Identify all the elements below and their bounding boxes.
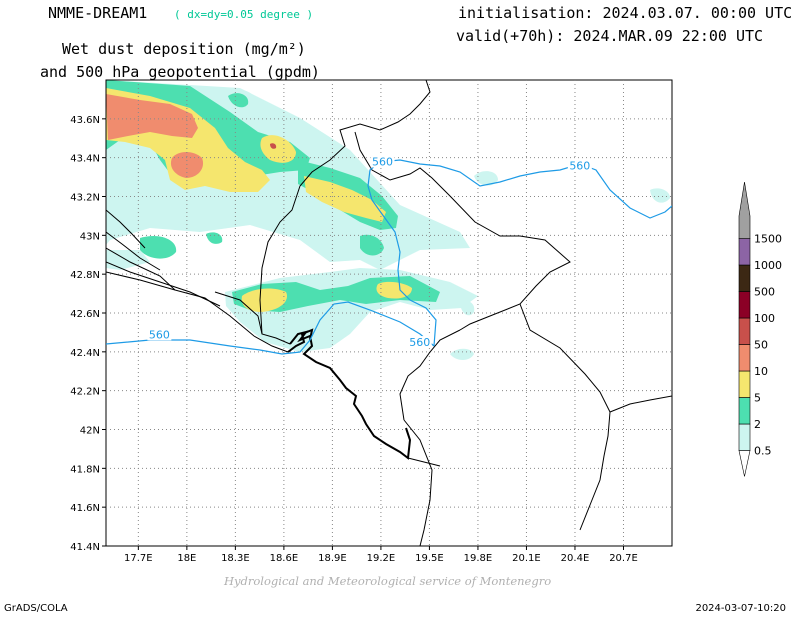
credit-line: Hydrological and Meteorological service … [224, 574, 552, 588]
legend-label: 1000 [754, 259, 782, 272]
lon-tick-label: 19.8E [464, 553, 493, 564]
lon-tick-label: 17.7E [124, 553, 153, 564]
legend-label: 100 [754, 312, 775, 325]
legend-swatch [738, 291, 751, 319]
legend-swatch [738, 344, 751, 372]
lon-tick-label: 18E [177, 553, 196, 564]
lon-tick-label: 18.3E [221, 553, 250, 564]
lat-tick-label: 43.6N [70, 115, 100, 126]
lon-tick-label: 19.2E [367, 553, 396, 564]
lat-tick-label: 43.2N [70, 193, 100, 204]
lon-tick-label: 20.4E [561, 553, 590, 564]
lon-tick-label: 20.7E [609, 553, 638, 564]
contour-label-560: 560 [569, 159, 590, 172]
lat-tick-label: 42.4N [70, 348, 100, 359]
geopotential-contour-560 [106, 159, 672, 355]
lat-tick-label: 43N [80, 231, 100, 242]
legend-arrow-low [738, 450, 751, 477]
lat-tick-label: 43.4N [70, 154, 100, 165]
legend-swatch [738, 317, 751, 345]
model-resolution: ( dx=dy=0.05 degree ) [174, 8, 314, 21]
lat-tick-label: 41.8N [70, 464, 100, 475]
lat-tick-label: 42.6N [70, 309, 100, 320]
lon-tick-label: 18.6E [270, 553, 299, 564]
dust-deposition-field [106, 80, 670, 360]
legend-swatch [738, 397, 751, 425]
model-title: NMME-DREAM1 [48, 4, 148, 22]
legend-arrow-high [738, 181, 751, 239]
field-title: Wet dust deposition (mg/m²) [62, 40, 306, 58]
contour-label-560: 560 [372, 155, 393, 168]
legend-label: 500 [754, 286, 775, 299]
legend-label: 5 [754, 392, 761, 405]
software-label: GrADS/COLA [4, 603, 68, 614]
legend-colorbar: 0.5 2 5 10 50 100 500 1000 1500 [738, 181, 782, 477]
initialisation-time: initialisation: 2024.03.07. 00:00 UTC [458, 4, 793, 22]
lat-tick-label: 42.8N [70, 270, 100, 281]
legend-swatch [738, 238, 751, 266]
render-timestamp: 2024-03-07-10:20 [695, 603, 786, 614]
lat-tick-label: 42.2N [70, 387, 100, 398]
legend-label: 50 [754, 339, 768, 352]
legend-swatch [738, 370, 751, 398]
lat-tick-label: 41.6N [70, 503, 100, 514]
legend-label: 10 [754, 365, 768, 378]
longitude-labels: 17.7E 18E 18.3E 18.6E 18.9E 19.2E 19.5E 19.8E 20… [124, 553, 638, 564]
lon-tick-label: 19.5E [415, 553, 444, 564]
latitude-labels: 43.6N 43.4N 43.2N 43N 42.8N 42.6N 42.4N 42.2N 42… [70, 115, 100, 553]
lat-tick-label: 42N [80, 426, 100, 437]
legend-swatch [738, 264, 751, 292]
legend-label: 1500 [754, 233, 782, 246]
contour-label-560: 560 [409, 336, 430, 349]
valid-time: valid(+70h): 2024.MAR.09 22:00 UTC [456, 27, 764, 45]
lon-tick-label: 18.9E [318, 553, 347, 564]
lon-tick-label: 20.1E [512, 553, 541, 564]
contour-label-560: 560 [149, 328, 170, 341]
legend-label: 0.5 [754, 445, 772, 458]
field-subtitle: and 500 hPa geopotential (gpdm) [40, 63, 320, 81]
lat-tick-label: 41.4N [70, 542, 100, 553]
legend-label: 2 [754, 418, 761, 431]
legend-swatch [738, 423, 751, 451]
coastlines-borders [106, 80, 672, 546]
